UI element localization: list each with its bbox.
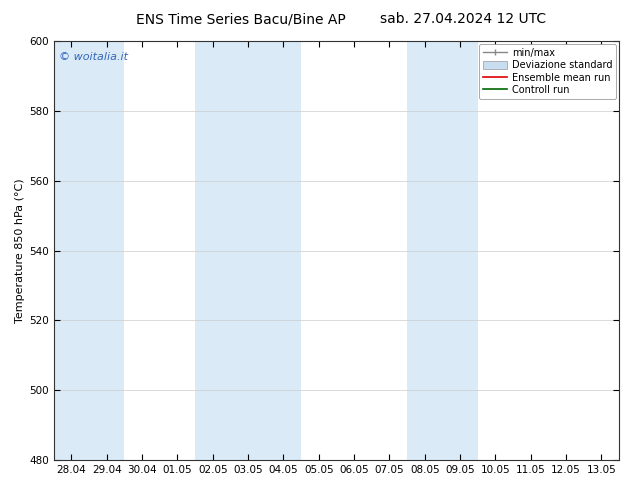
Bar: [443, 41, 477, 460]
Text: © woitalia.it: © woitalia.it: [60, 51, 129, 62]
Bar: [89, 41, 124, 460]
Bar: [230, 41, 266, 460]
Bar: [195, 41, 230, 460]
Text: ENS Time Series Bacu/Bine AP: ENS Time Series Bacu/Bine AP: [136, 12, 346, 26]
Bar: [54, 41, 89, 460]
Y-axis label: Temperature 850 hPa (°C): Temperature 850 hPa (°C): [15, 178, 25, 323]
Bar: [266, 41, 301, 460]
Text: sab. 27.04.2024 12 UTC: sab. 27.04.2024 12 UTC: [380, 12, 546, 26]
Bar: [407, 41, 443, 460]
Legend: min/max, Deviazione standard, Ensemble mean run, Controll run: min/max, Deviazione standard, Ensemble m…: [479, 44, 616, 99]
